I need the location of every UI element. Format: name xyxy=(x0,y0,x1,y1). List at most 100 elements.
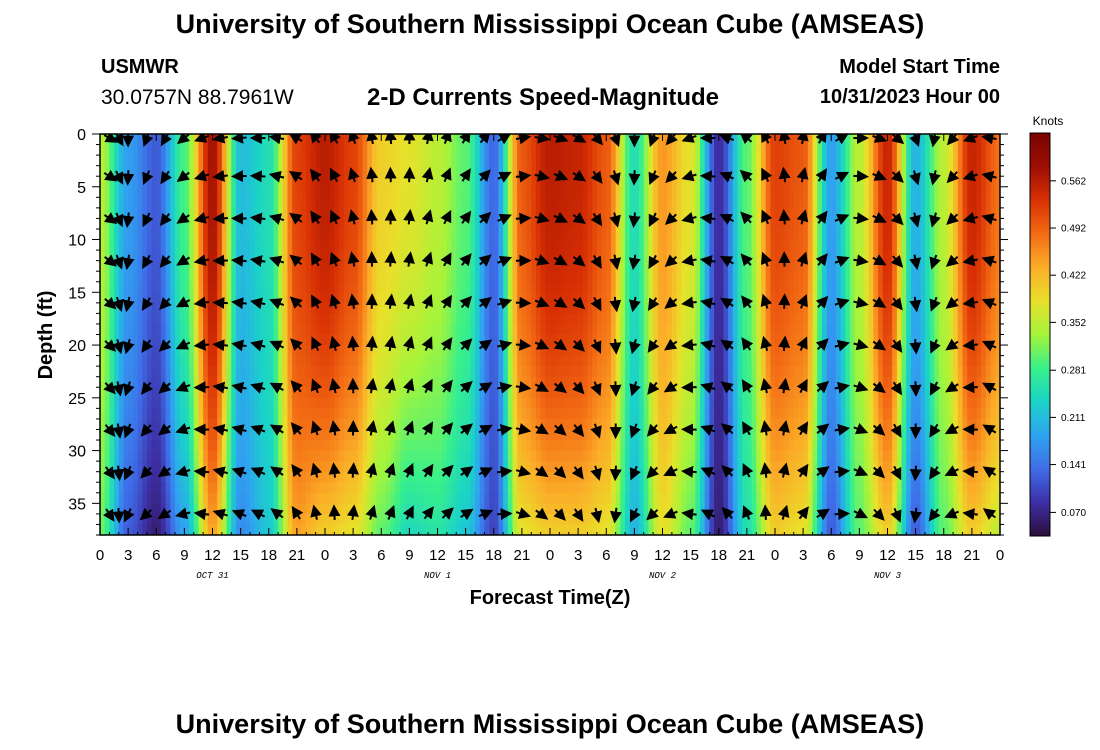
heatmap-cell xyxy=(193,482,200,494)
heatmap-cell xyxy=(507,260,514,272)
heatmap-cell xyxy=(620,345,626,357)
heatmap-cell xyxy=(681,503,687,515)
heatmap-cell xyxy=(381,197,387,209)
heatmap-cell xyxy=(334,355,340,367)
heatmap-cell xyxy=(128,197,134,209)
heatmap-cell xyxy=(189,450,195,462)
heatmap-cell xyxy=(100,376,106,388)
heatmap-cell xyxy=(564,461,570,473)
heatmap-cell xyxy=(198,144,204,156)
heatmap-cell xyxy=(681,165,687,177)
heatmap-cell xyxy=(587,239,593,251)
heatmap-cell xyxy=(301,503,307,515)
heatmap-cell xyxy=(517,355,523,367)
heatmap-cell xyxy=(306,440,312,452)
heatmap-cell xyxy=(568,176,575,188)
heatmap-cell xyxy=(470,492,476,504)
heatmap-cell xyxy=(535,197,542,209)
heatmap-cell xyxy=(334,387,340,399)
heatmap-cell xyxy=(685,197,692,209)
heatmap-cell xyxy=(104,218,110,230)
heatmap-cell xyxy=(418,503,425,515)
heatmap-cell xyxy=(287,228,293,241)
heatmap-cell xyxy=(165,239,171,251)
heatmap-cell xyxy=(231,334,237,346)
heatmap-cell xyxy=(550,302,556,314)
heatmap-cell xyxy=(657,345,664,357)
heatmap-cell xyxy=(390,366,396,378)
heatmap-cell xyxy=(381,440,387,452)
heatmap-cell xyxy=(254,134,260,146)
heatmap-cell xyxy=(334,218,340,230)
heatmap-cell xyxy=(320,313,326,325)
heatmap-cell xyxy=(690,302,696,314)
heatmap-cell xyxy=(371,355,378,367)
heatmap-cell xyxy=(526,271,532,283)
heatmap-cell xyxy=(700,492,706,504)
heatmap-cell xyxy=(498,155,504,167)
heatmap-cell xyxy=(310,155,317,167)
heatmap-cell xyxy=(681,260,687,272)
heatmap-cell xyxy=(339,366,345,378)
heatmap-cell xyxy=(193,228,200,241)
heatmap-cell xyxy=(615,313,621,325)
heatmap-cell xyxy=(282,186,289,198)
heatmap-cell xyxy=(264,302,270,314)
heatmap-cell xyxy=(212,239,218,251)
heatmap-cell xyxy=(301,334,307,346)
heatmap-cell xyxy=(160,281,167,293)
heatmap-cell xyxy=(479,492,485,504)
heatmap-cell xyxy=(479,313,485,325)
heatmap-cell xyxy=(460,176,467,188)
heatmap-cell xyxy=(362,387,368,399)
heatmap-cell xyxy=(254,218,260,230)
heatmap-cell xyxy=(643,366,650,378)
heatmap-cell xyxy=(320,271,326,283)
heatmap-cell xyxy=(395,376,401,388)
heatmap-cell xyxy=(292,228,298,241)
heatmap-cell xyxy=(381,323,387,336)
heatmap-cell xyxy=(437,197,443,209)
heatmap-cell xyxy=(189,281,195,293)
heatmap-cell xyxy=(156,260,162,272)
heatmap-cell xyxy=(685,176,692,188)
heatmap-cell xyxy=(390,450,396,462)
heatmap-cell xyxy=(235,482,242,494)
heatmap-cell xyxy=(423,197,429,209)
heatmap-cell xyxy=(390,144,396,156)
heatmap-cell xyxy=(582,271,589,283)
heatmap-cell xyxy=(545,397,551,409)
heatmap-cell xyxy=(156,418,162,431)
heatmap-cell xyxy=(245,482,251,494)
heatmap-cell xyxy=(250,513,256,526)
heatmap-cell xyxy=(268,144,275,156)
heatmap-cell xyxy=(414,207,420,220)
heatmap-cell xyxy=(540,292,546,304)
heatmap-cell xyxy=(264,228,270,241)
heatmap-cell xyxy=(100,408,106,420)
heatmap-cell xyxy=(343,250,350,262)
heatmap-cell xyxy=(301,429,307,441)
heatmap-cell xyxy=(540,376,546,388)
heatmap-cell xyxy=(634,345,640,357)
heatmap-cell xyxy=(381,408,387,420)
heatmap-cell xyxy=(676,176,682,188)
heatmap-cell xyxy=(362,482,368,494)
heatmap-cell xyxy=(385,450,392,462)
heatmap-cell xyxy=(179,418,185,431)
heatmap-cell xyxy=(695,471,701,483)
heatmap-cell xyxy=(268,165,275,177)
heatmap-cell xyxy=(259,323,265,336)
heatmap-cell xyxy=(564,197,570,209)
heatmap-cell xyxy=(118,440,125,452)
heatmap-cell xyxy=(301,461,307,473)
heatmap-cell xyxy=(437,440,443,452)
heatmap-cell xyxy=(657,376,664,388)
heatmap-cell xyxy=(385,323,392,336)
heatmap-cell xyxy=(306,155,312,167)
heatmap-cell xyxy=(400,471,406,483)
heatmap-cell xyxy=(582,197,589,209)
heatmap-cell xyxy=(203,524,209,535)
heatmap-cell xyxy=(432,440,439,452)
heatmap-cell xyxy=(521,302,528,314)
